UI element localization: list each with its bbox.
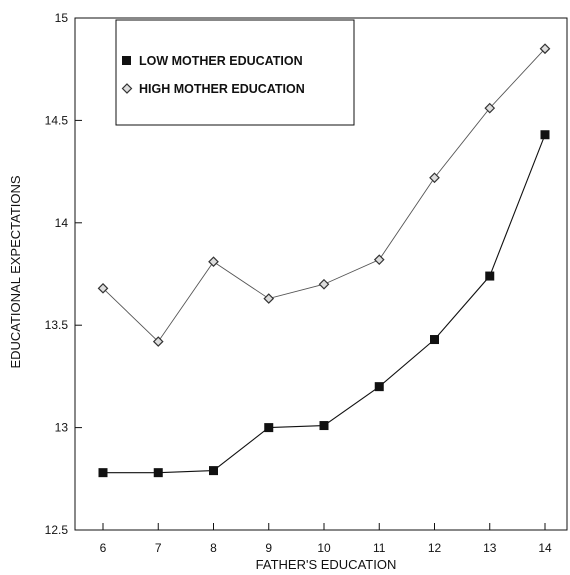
data-point-low	[264, 423, 274, 433]
legend: LOW MOTHER EDUCATION HIGH MOTHER EDUCATI…	[115, 19, 355, 126]
data-point-high	[208, 256, 219, 268]
y-tick-label: 14.5	[45, 113, 69, 127]
y-axis-title: EDUCATIONAL EXPECTATIONS	[8, 175, 23, 368]
data-point-low	[98, 468, 108, 478]
data-point-low	[485, 271, 495, 281]
data-point-low	[374, 382, 384, 392]
x-tick-label: 11	[373, 541, 386, 555]
data-point-low	[153, 468, 163, 478]
x-tick-label: 9	[265, 541, 272, 555]
data-point-high	[263, 293, 275, 304]
y-axis-ticks: 12.5 13 13.5 14 14.5 15	[45, 11, 82, 537]
legend-label-low: LOW MOTHER EDUCATION	[139, 54, 303, 68]
data-point-low	[430, 335, 439, 345]
y-tick-label: 15	[55, 11, 69, 25]
y-tick-label: 12.5	[45, 523, 69, 537]
y-tick-label: 13	[55, 421, 69, 435]
x-tick-label: 6	[100, 541, 107, 555]
legend-marker-high-diamond	[121, 83, 133, 94]
x-axis-ticks: 6 7 8 9 10 11 12 13 14	[100, 523, 552, 555]
y-tick-label: 13.5	[45, 318, 69, 332]
data-point-high	[429, 172, 440, 184]
legend-label-high: HIGH MOTHER EDUCATION	[139, 82, 305, 96]
x-axis-title: FATHER'S EDUCATION	[256, 557, 397, 572]
data-point-high	[318, 278, 330, 290]
data-point-high	[152, 336, 164, 347]
legend-marker-low-square	[122, 56, 131, 65]
data-point-low	[209, 466, 218, 476]
x-tick-label: 10	[317, 541, 331, 555]
x-tick-label: 13	[483, 541, 497, 555]
x-tick-label: 7	[155, 541, 162, 555]
data-point-high	[97, 282, 109, 294]
legend-box	[115, 19, 355, 126]
data-point-high	[373, 254, 385, 266]
data-point-high	[539, 43, 551, 55]
y-tick-label: 14	[55, 216, 69, 230]
x-tick-label: 14	[538, 541, 552, 555]
plot-frame	[74, 17, 568, 531]
x-tick-label: 8	[210, 541, 217, 555]
data-point-low	[319, 421, 329, 431]
data-point-high	[484, 102, 496, 114]
series-points	[97, 43, 551, 478]
x-tick-label: 12	[428, 541, 442, 555]
data-point-low	[540, 130, 550, 140]
